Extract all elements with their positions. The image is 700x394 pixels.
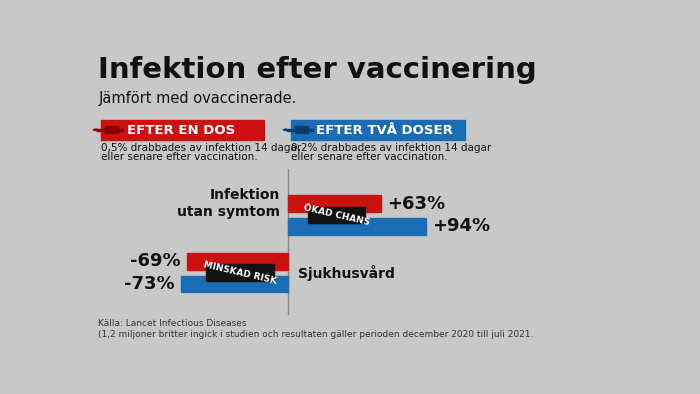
Text: +94%: +94% (433, 217, 491, 235)
FancyBboxPatch shape (101, 120, 264, 140)
Text: eller senare efter vaccination.: eller senare efter vaccination. (291, 152, 447, 162)
FancyBboxPatch shape (308, 206, 365, 223)
FancyBboxPatch shape (288, 195, 381, 212)
Text: Sjukhusvård: Sjukhusvård (298, 264, 395, 281)
Polygon shape (283, 129, 286, 131)
Text: EFTER EN DOS: EFTER EN DOS (127, 124, 234, 137)
FancyBboxPatch shape (291, 120, 465, 140)
FancyBboxPatch shape (118, 128, 122, 131)
FancyBboxPatch shape (187, 253, 288, 269)
Text: +63%: +63% (387, 195, 445, 212)
Text: (1,2 miljoner britter ingick i studien och resultaten gäller perioden december 2: (1,2 miljoner britter ingick i studien o… (98, 330, 533, 339)
Text: -69%: -69% (130, 252, 181, 270)
Text: Infektion efter vaccinering: Infektion efter vaccinering (98, 56, 537, 84)
FancyBboxPatch shape (97, 129, 105, 131)
Text: 0,2% drabbades av infektion 14 dagar: 0,2% drabbades av infektion 14 dagar (291, 143, 491, 153)
FancyBboxPatch shape (295, 126, 308, 134)
FancyBboxPatch shape (308, 128, 313, 131)
Text: -73%: -73% (124, 275, 175, 293)
FancyBboxPatch shape (181, 275, 288, 292)
FancyBboxPatch shape (286, 129, 295, 131)
FancyBboxPatch shape (105, 126, 118, 134)
Text: utan symtom: utan symtom (177, 205, 280, 219)
Text: EFTER TVÅ DOSER: EFTER TVÅ DOSER (316, 124, 454, 137)
Text: Infektion: Infektion (210, 188, 280, 202)
Text: eller senare efter vaccination.: eller senare efter vaccination. (101, 152, 258, 162)
Text: Jämfört med ovaccinerade.: Jämfört med ovaccinerade. (98, 91, 297, 106)
Text: ÖKAD CHANS: ÖKAD CHANS (302, 203, 370, 227)
FancyBboxPatch shape (206, 264, 274, 281)
Text: Källa: Lancet Infectious Diseases: Källa: Lancet Infectious Diseases (98, 319, 247, 328)
Text: MINSKAD RISK: MINSKAD RISK (202, 260, 277, 285)
FancyBboxPatch shape (288, 218, 426, 234)
Text: 0,5% drabbades av infektion 14 dagar: 0,5% drabbades av infektion 14 dagar (101, 143, 301, 153)
Polygon shape (93, 129, 97, 131)
